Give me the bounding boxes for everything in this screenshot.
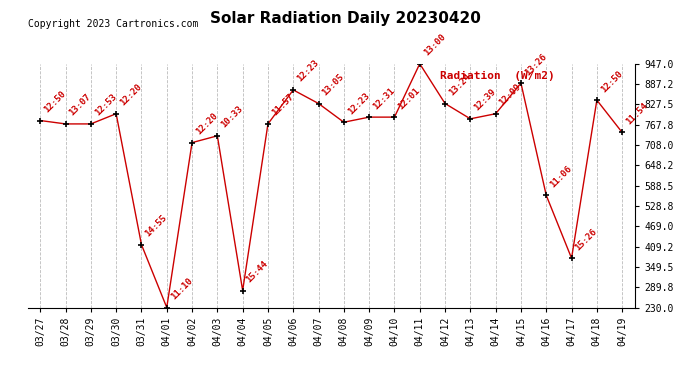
- Text: 11:54: 11:54: [624, 101, 649, 126]
- Text: 12:31: 12:31: [371, 86, 397, 111]
- Text: 12:53: 12:53: [93, 93, 118, 118]
- Text: 12:50: 12:50: [599, 69, 624, 94]
- Text: 10:33: 10:33: [219, 104, 245, 130]
- Text: 14:55: 14:55: [144, 213, 169, 238]
- Text: 13:05: 13:05: [321, 72, 346, 98]
- Text: 12:39: 12:39: [473, 87, 497, 113]
- Text: 13:07: 13:07: [68, 93, 93, 118]
- Text: 11:06: 11:06: [549, 164, 573, 189]
- Text: 13:26: 13:26: [523, 52, 549, 77]
- Text: 13:00: 13:00: [422, 32, 447, 58]
- Text: 13:24: 13:24: [447, 72, 473, 98]
- Text: 12:01: 12:01: [397, 86, 422, 111]
- Text: 12:23: 12:23: [295, 58, 321, 84]
- Text: Copyright 2023 Cartronics.com: Copyright 2023 Cartronics.com: [28, 19, 198, 29]
- Text: 12:20: 12:20: [118, 82, 144, 108]
- Text: Solar Radiation Daily 20230420: Solar Radiation Daily 20230420: [210, 11, 480, 26]
- Text: 15:26: 15:26: [573, 227, 599, 252]
- Text: 15:44: 15:44: [245, 259, 270, 284]
- Text: 12:09: 12:09: [497, 82, 523, 108]
- Text: 12:23: 12:23: [346, 91, 371, 116]
- Text: 12:50: 12:50: [42, 89, 68, 114]
- Text: 12:20: 12:20: [194, 111, 219, 136]
- Text: Radiation  (W/m2): Radiation (W/m2): [440, 71, 555, 81]
- Text: 11:10: 11:10: [169, 276, 194, 302]
- Text: 11:57: 11:57: [270, 93, 295, 118]
